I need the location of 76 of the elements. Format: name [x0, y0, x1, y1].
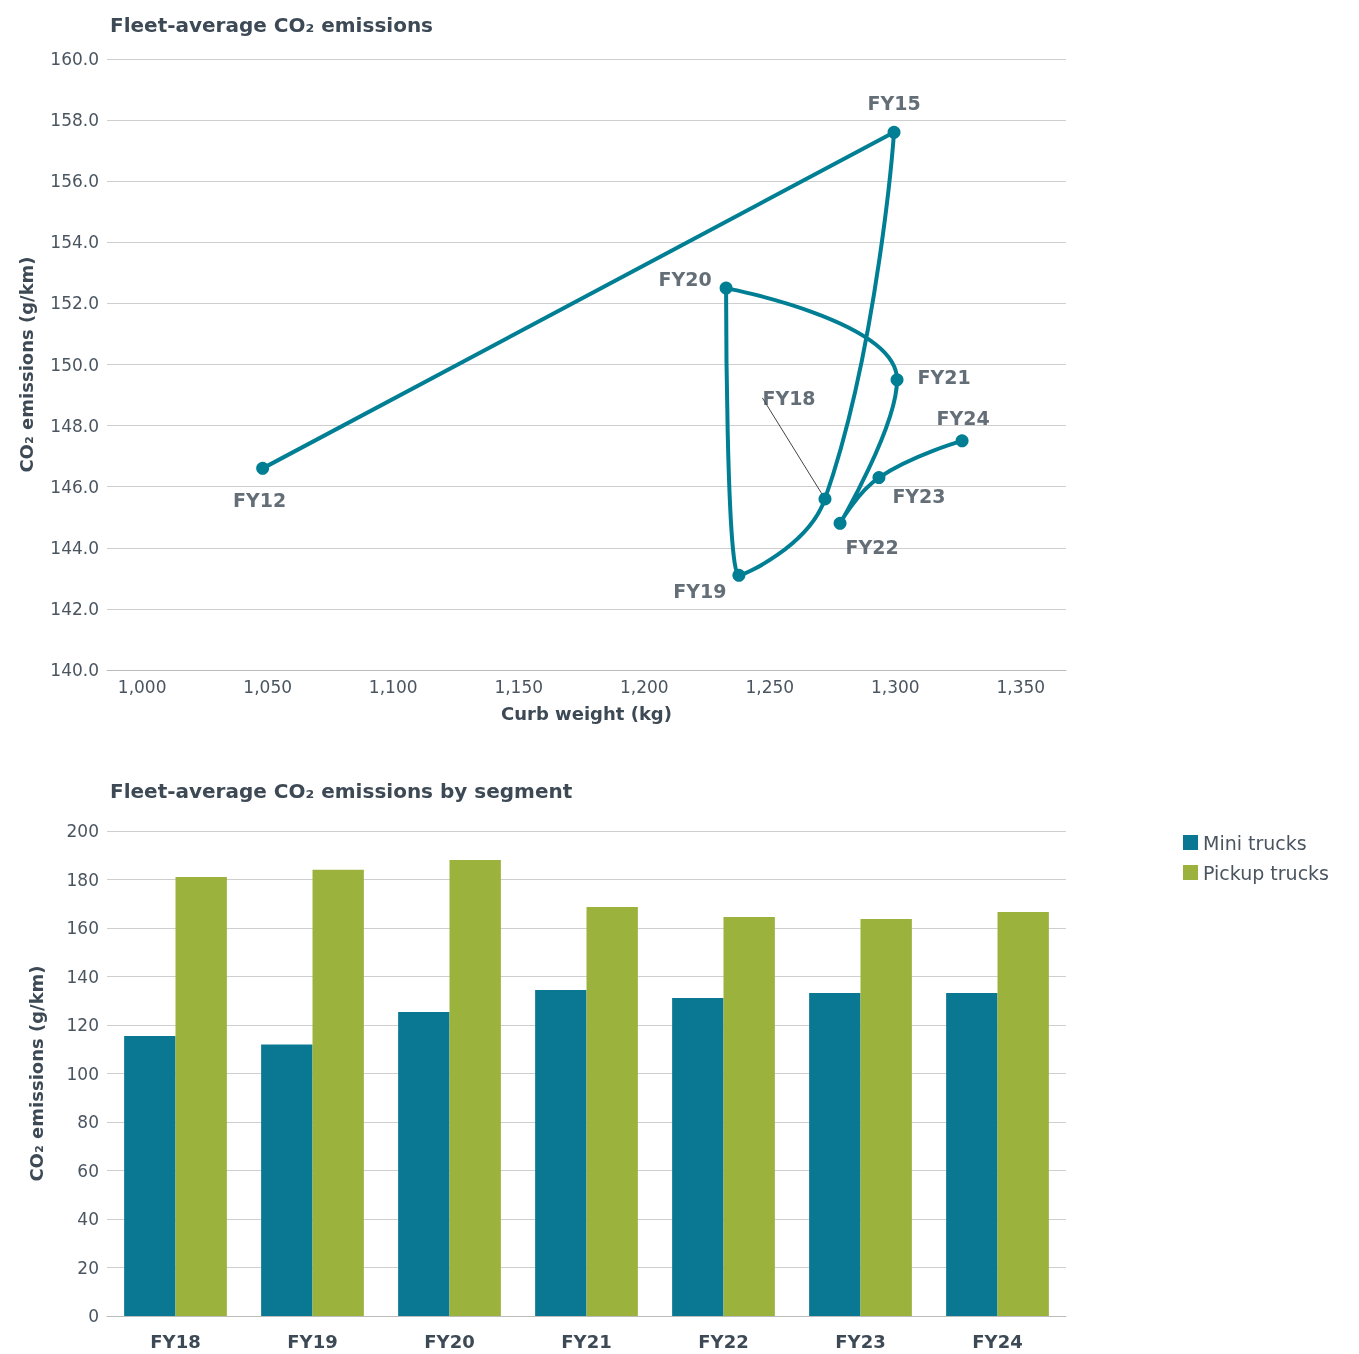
point [818, 492, 832, 506]
annotation: FY19 [673, 580, 727, 603]
point [833, 516, 847, 530]
bar [449, 860, 501, 1316]
point [732, 568, 746, 582]
chart-title: Fleet-average CO₂ emissions by segment [110, 779, 573, 803]
x-tick-label: FY23 [835, 1330, 886, 1352]
point [256, 461, 270, 475]
x-tick-label: FY21 [561, 1330, 612, 1352]
y-tick-label: 100 [66, 1063, 99, 1084]
y-tick-label: 142.0 [50, 598, 99, 619]
chart-title: Fleet-average CO₂ emissions [110, 13, 434, 37]
annotation: FY22 [845, 536, 899, 559]
x-tick-label: FY22 [698, 1330, 749, 1352]
point [887, 125, 901, 139]
legend-label: Pickup trucks [1203, 861, 1329, 884]
bar [672, 998, 724, 1316]
y-tick-label: 150.0 [50, 354, 99, 375]
annotation: FY12 [233, 489, 287, 512]
x-axis-title: Curb weight (kg) [501, 702, 672, 724]
bar [124, 1035, 176, 1316]
y-tick-label: 80 [77, 1112, 99, 1132]
bar [175, 877, 227, 1316]
bar [723, 917, 775, 1316]
x-tick-label: 1,150 [494, 676, 544, 697]
y-tick-label: 160.0 [50, 49, 99, 69]
bar [398, 1011, 450, 1316]
annotation: FY21 [917, 365, 971, 388]
y-tick-label: 0 [88, 1306, 99, 1326]
annotation: FY24 [936, 406, 990, 429]
y-tick-label: 140 [66, 966, 99, 987]
legend-label: Mini trucks [1203, 831, 1307, 854]
y-tick-label: 148.0 [50, 415, 99, 436]
x-tick-label: 1,100 [368, 676, 418, 697]
y-tick-label: 160 [66, 918, 99, 938]
y-tick-label: 200 [66, 821, 99, 841]
y-tick-label: 146.0 [50, 476, 99, 497]
bar [997, 912, 1049, 1316]
x-tick-label: 1,000 [117, 676, 167, 697]
point [890, 373, 904, 387]
x-tick-label: FY24 [972, 1330, 1023, 1352]
annotation: FY18 [762, 386, 816, 409]
bar [809, 992, 861, 1316]
y-tick-label: 152.0 [50, 293, 99, 314]
annotation: FY23 [892, 484, 946, 507]
y-tick-label: 156.0 [50, 171, 99, 192]
bar [312, 869, 364, 1316]
x-tick-label: 1,050 [243, 676, 293, 697]
y-axis-title: CO₂ emissions (g/km) [25, 965, 47, 1182]
y-tick-label: 120 [66, 1015, 99, 1035]
x-tick-label: 1,250 [745, 676, 795, 697]
x-tick-label: 1,300 [870, 676, 920, 697]
bar [535, 990, 587, 1316]
x-tick-label: FY19 [287, 1330, 338, 1352]
y-axis-title: CO₂ emissions (g/km) [15, 256, 37, 473]
point [719, 281, 733, 295]
annotation: FY15 [867, 92, 921, 115]
y-tick-label: 40 [77, 1209, 99, 1229]
x-tick-label: FY20 [424, 1330, 475, 1352]
x-tick-label: 1,200 [619, 676, 669, 697]
y-tick-label: 144.0 [50, 537, 99, 558]
bar [860, 919, 912, 1316]
y-tick-label: 20 [77, 1257, 99, 1278]
y-tick-label: 158.0 [50, 110, 99, 131]
point [955, 434, 969, 448]
x-tick-label: FY18 [150, 1330, 201, 1352]
bar [586, 906, 638, 1316]
bar [261, 1044, 313, 1316]
y-tick-label: 180 [66, 869, 99, 890]
y-tick-label: 154.0 [50, 232, 99, 253]
annotation: FY20 [658, 268, 712, 291]
y-tick-label: 60 [77, 1160, 99, 1181]
bar [946, 992, 998, 1316]
point [872, 471, 886, 485]
x-tick-label: 1,350 [996, 676, 1046, 697]
y-tick-label: 140.0 [50, 660, 99, 680]
